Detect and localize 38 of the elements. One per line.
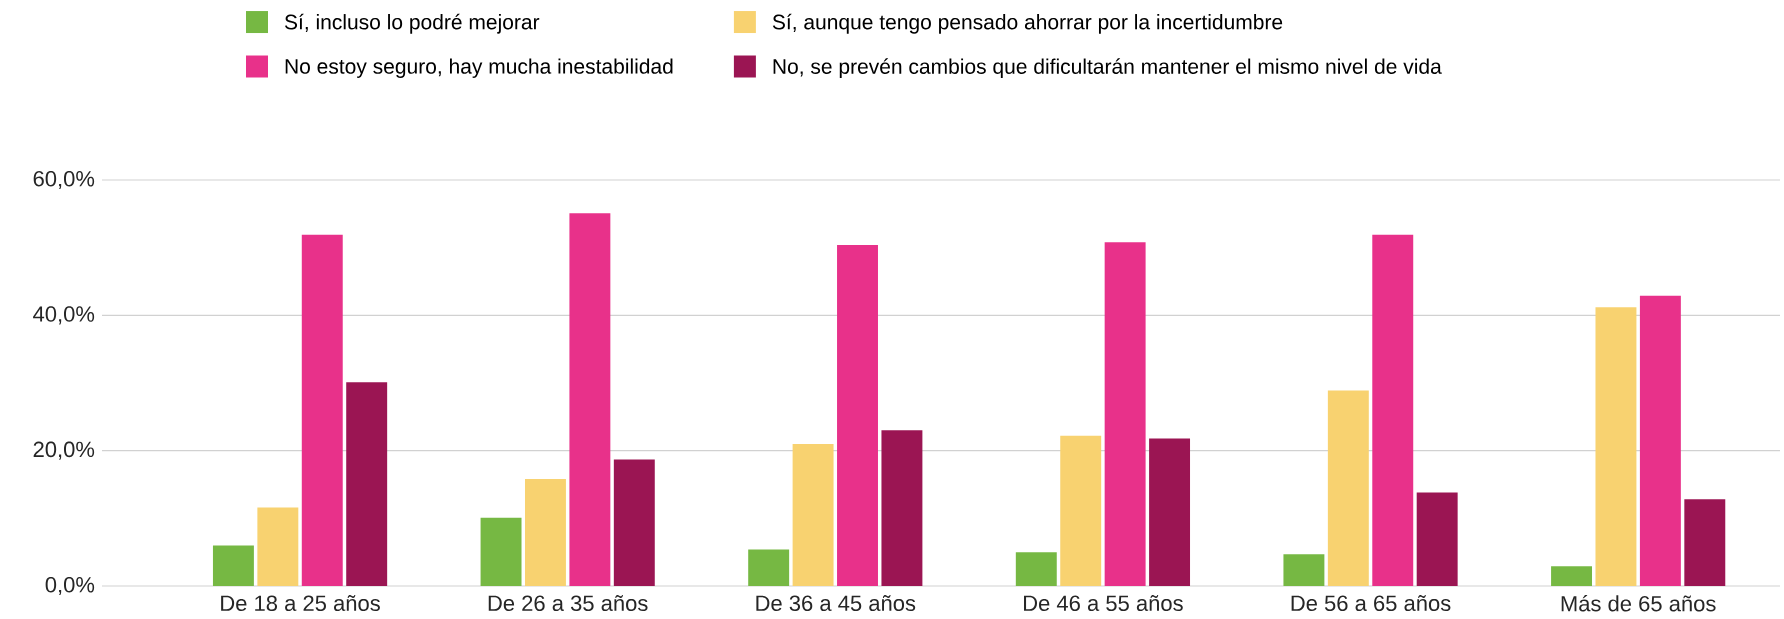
legend-label: Sí, aunque tengo pensado ahorrar por la incertidumbre xyxy=(772,13,1283,34)
legend-label: No, se prevén cambios que dificultarán mantener el mismo nivel de vida xyxy=(773,58,1442,79)
y-tick-label: 60,0% xyxy=(33,170,95,190)
legend-label: Sí, incluso lo podré mejorar xyxy=(284,13,540,34)
bar xyxy=(1372,234,1414,586)
bar xyxy=(1283,554,1325,586)
bar xyxy=(257,507,299,586)
bar xyxy=(1639,295,1681,586)
bar xyxy=(881,430,923,586)
bar xyxy=(613,459,655,586)
bar xyxy=(569,213,611,586)
bar xyxy=(1149,438,1191,586)
y-tick-label: 20,0% xyxy=(33,441,95,460)
y-tick-label: 40,0% xyxy=(33,306,95,325)
bar xyxy=(1327,390,1369,586)
x-tick-label: Más de 65 años xyxy=(1561,595,1716,612)
bar xyxy=(1015,552,1057,586)
legend-label: No estoy seguro, hay mucha inestabilidad xyxy=(285,58,673,78)
bar xyxy=(346,382,388,586)
bar xyxy=(524,479,566,586)
bar xyxy=(837,244,878,586)
bar xyxy=(1416,492,1458,586)
y-tick-label: 0,0% xyxy=(45,576,95,596)
x-tick-label: De 56 a 65 años xyxy=(1291,595,1451,612)
x-tick-label: De 26 a 35 años xyxy=(488,595,648,612)
bar xyxy=(301,234,343,586)
bar xyxy=(1551,566,1593,586)
bar xyxy=(1104,242,1146,586)
bar xyxy=(1060,435,1102,586)
x-tick-label: De 36 a 45 años xyxy=(756,595,916,612)
bar xyxy=(1684,499,1726,586)
x-tick-label: De 18 a 25 años xyxy=(221,595,380,612)
bar xyxy=(212,545,254,586)
x-tick-label: De 46 a 55 años xyxy=(1024,595,1183,612)
bar xyxy=(792,443,834,586)
bar xyxy=(1595,307,1637,586)
bar xyxy=(480,517,522,586)
bar xyxy=(748,549,790,586)
